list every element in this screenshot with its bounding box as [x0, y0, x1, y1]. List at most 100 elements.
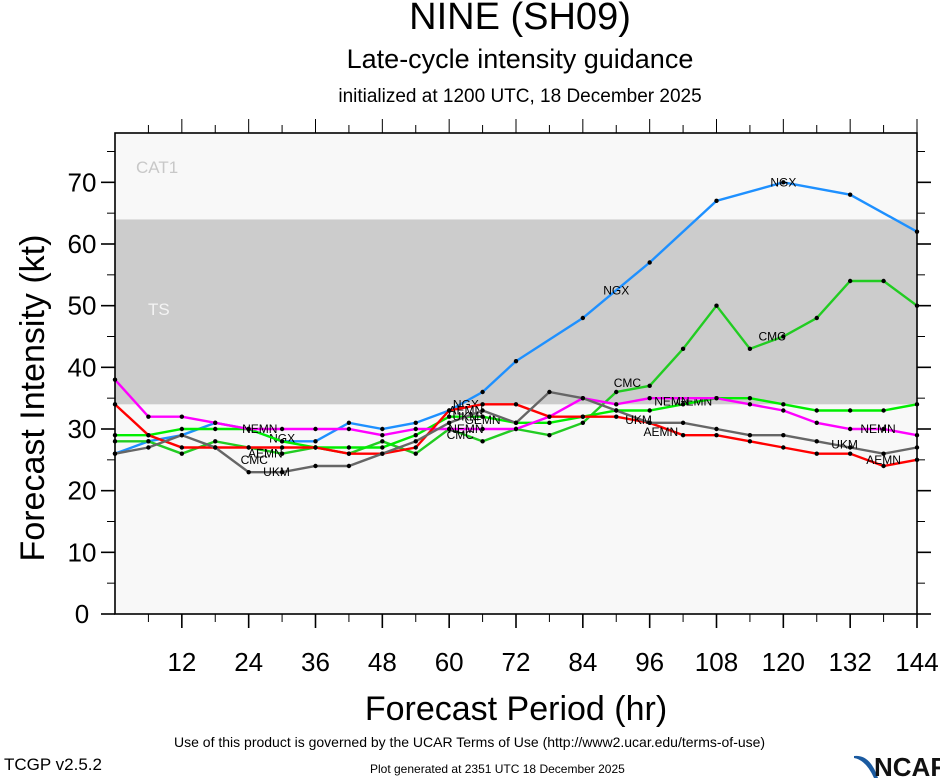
series-label-aemn: AEMN [643, 425, 678, 439]
data-point [179, 426, 185, 432]
band-cat1 [115, 133, 917, 220]
terms-text[interactable]: Use of this product is governed by the U… [174, 734, 766, 750]
data-point [747, 395, 753, 401]
data-point [680, 420, 686, 426]
data-point [146, 445, 151, 450]
data-point [680, 346, 686, 352]
init-time: initialized at 1200 UTC, 18 December 202… [338, 86, 702, 107]
data-point [213, 426, 218, 432]
data-point [647, 383, 652, 389]
data-point [847, 278, 853, 284]
series-label-cmc: CMC [614, 376, 642, 390]
data-point [714, 303, 719, 308]
data-point [747, 432, 753, 438]
y-tick-label: 20 [68, 476, 97, 506]
x-tick-label: 24 [234, 647, 263, 677]
series-label-cmc: CMC [241, 453, 269, 467]
data-point [680, 432, 686, 438]
y-tick-label: 40 [68, 352, 97, 382]
data-point [313, 426, 318, 432]
data-point [480, 408, 485, 413]
data-point [380, 451, 385, 456]
data-point [380, 445, 385, 450]
data-point [881, 463, 886, 469]
data-point [313, 445, 318, 450]
data-point [480, 414, 485, 419]
data-point [547, 414, 552, 419]
data-point [747, 346, 753, 352]
series-label-aemn: AEMN [866, 453, 901, 467]
data-point [213, 445, 218, 450]
data-point [647, 260, 652, 265]
data-point [781, 334, 786, 339]
data-point [279, 439, 285, 444]
data-point [547, 432, 552, 438]
data-point [781, 180, 786, 185]
series-label-ukm: UKM [625, 413, 652, 427]
data-point [413, 426, 418, 432]
data-point [380, 439, 385, 444]
data-point [179, 432, 185, 438]
data-point [480, 426, 485, 432]
data-point [747, 439, 753, 444]
data-point [513, 426, 519, 432]
data-point [614, 408, 619, 413]
y-tick-label: 70 [68, 167, 97, 197]
data-point [446, 414, 452, 419]
data-point [413, 432, 418, 438]
data-point [513, 358, 519, 364]
series-label-nemn: NEMN [654, 394, 689, 408]
data-point [246, 445, 251, 450]
data-point [847, 451, 853, 456]
series-label-ukm: UKM [453, 410, 480, 424]
data-point [680, 402, 686, 407]
ncar-swoosh-icon [854, 755, 878, 778]
data-point [580, 315, 586, 321]
series-label-nemn: NEMN [448, 422, 483, 436]
data-point [781, 432, 786, 438]
data-point [814, 451, 819, 456]
data-point [814, 315, 819, 321]
x-tick-label: 36 [301, 647, 330, 677]
series-label-cmc: CMC [759, 330, 787, 344]
data-point [279, 426, 285, 432]
x-tick-label: 12 [167, 647, 196, 677]
data-point [146, 439, 151, 444]
x-tick-label: 48 [368, 647, 397, 677]
band-label-ts: TS [148, 300, 170, 319]
series-line-nemn [114, 378, 918, 437]
data-point [847, 192, 853, 197]
data-point [714, 426, 719, 432]
data-point [346, 445, 352, 450]
y-tick-label: 50 [68, 291, 97, 321]
data-point [480, 439, 485, 444]
data-point [647, 420, 652, 426]
series-label-nemn: NEMN [242, 422, 277, 436]
data-point [714, 432, 719, 438]
x-tick-label: 96 [635, 647, 664, 677]
data-point [547, 389, 552, 395]
series-label-ukm: UKM [263, 465, 290, 479]
band-label-cat1: CAT1 [136, 158, 178, 177]
data-point [179, 414, 185, 419]
data-point [279, 469, 285, 475]
y-tick-label: 30 [68, 414, 97, 444]
band-ts [115, 219, 917, 405]
y-axis-label: Forecast Intensity (kt) [14, 235, 52, 562]
chart-title: NINE (SH09) [409, 0, 631, 38]
data-point [346, 420, 352, 426]
series-label-nemn: NEMN [860, 422, 895, 436]
x-tick-label: 84 [568, 647, 597, 677]
data-point [814, 439, 819, 444]
data-point [413, 420, 418, 426]
data-point [446, 420, 452, 426]
data-point [279, 451, 285, 456]
data-point [647, 408, 652, 413]
data-point [881, 278, 886, 284]
y-tick-label: 10 [68, 537, 97, 567]
generated-time: Plot generated at 2351 UTC 18 December 2… [370, 762, 625, 776]
data-point [881, 426, 886, 432]
data-point [781, 445, 786, 450]
